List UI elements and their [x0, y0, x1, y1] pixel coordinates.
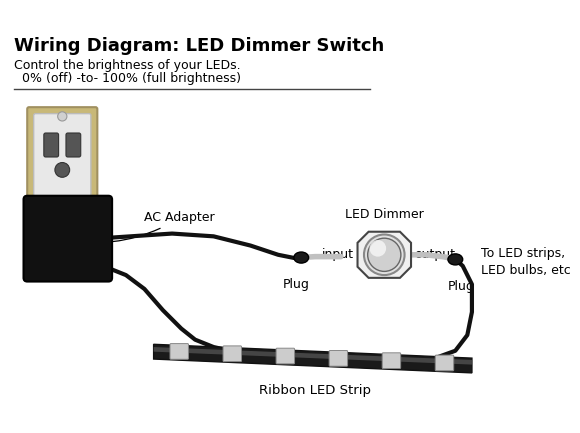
Circle shape: [364, 235, 405, 275]
FancyBboxPatch shape: [435, 355, 454, 371]
Circle shape: [369, 240, 386, 257]
Ellipse shape: [294, 252, 309, 263]
Circle shape: [57, 112, 67, 121]
Text: Wiring Diagram: LED Dimmer Switch: Wiring Diagram: LED Dimmer Switch: [14, 37, 385, 55]
Circle shape: [368, 238, 401, 271]
Text: LED Dimmer: LED Dimmer: [345, 208, 423, 221]
Polygon shape: [154, 347, 472, 365]
Text: output: output: [415, 248, 456, 261]
Ellipse shape: [448, 254, 463, 265]
Circle shape: [57, 222, 67, 231]
Text: Plug: Plug: [448, 280, 475, 293]
FancyBboxPatch shape: [223, 346, 241, 362]
Text: Control the brightness of your LEDs.: Control the brightness of your LEDs.: [14, 59, 241, 72]
FancyBboxPatch shape: [170, 344, 188, 359]
FancyBboxPatch shape: [34, 113, 91, 229]
FancyBboxPatch shape: [27, 107, 97, 236]
Text: To LED strips,
LED bulbs, etc: To LED strips, LED bulbs, etc: [481, 247, 571, 278]
Text: 0% (off) -to- 100% (full brightness): 0% (off) -to- 100% (full brightness): [14, 72, 241, 85]
FancyBboxPatch shape: [66, 133, 81, 157]
Polygon shape: [154, 344, 472, 373]
Text: Ribbon LED Strip: Ribbon LED Strip: [259, 384, 371, 397]
FancyBboxPatch shape: [276, 348, 295, 364]
FancyBboxPatch shape: [44, 133, 59, 157]
Text: input: input: [322, 248, 354, 261]
Text: AC Adapter: AC Adapter: [64, 211, 215, 243]
FancyBboxPatch shape: [382, 353, 401, 368]
Circle shape: [55, 162, 70, 177]
Polygon shape: [357, 232, 411, 278]
FancyBboxPatch shape: [24, 196, 112, 281]
Text: Plug: Plug: [283, 278, 310, 291]
FancyBboxPatch shape: [329, 350, 347, 366]
